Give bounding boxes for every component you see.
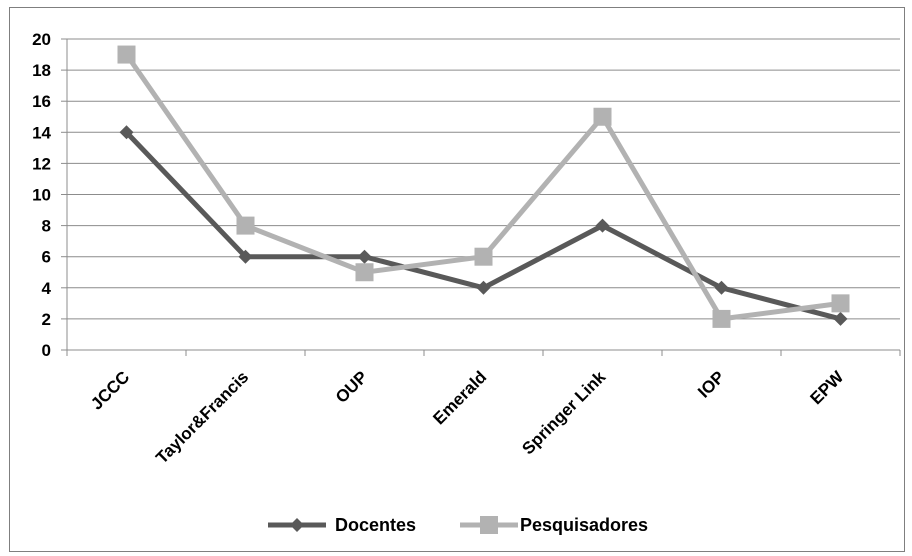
x-tick-label: JCCC	[87, 367, 133, 413]
y-tick-labels: 0 2 4 6 8 10 12 14 16 18 20	[32, 30, 51, 360]
x-tick-label: Emerald	[429, 367, 490, 428]
y-tick-label: 2	[42, 310, 51, 329]
x-tick-labels: JCCC Taylor&Francis OUP Emerald Springer Lin…	[87, 367, 848, 468]
legend: Docentes Pesquisadores	[268, 515, 648, 535]
axes	[61, 38, 901, 356]
series-point	[480, 516, 498, 534]
x-tick-label: IOP	[694, 367, 728, 401]
x-tick-label: Springer Link	[518, 367, 609, 458]
gridlines	[67, 38, 900, 320]
series-point	[119, 125, 134, 140]
series-point	[712, 309, 731, 328]
x-tick-label: Taylor&Francis	[152, 367, 252, 467]
legend-item-pesquisadores: Pesquisadores	[460, 515, 648, 535]
y-tick-label: 0	[42, 341, 51, 360]
legend-label: Pesquisadores	[520, 515, 648, 535]
y-tick-label: 12	[32, 154, 51, 173]
series-layer	[117, 45, 850, 328]
series-point	[476, 280, 491, 295]
series-point	[357, 249, 372, 264]
x-tick-label: OUP	[332, 367, 371, 406]
y-tick-label: 18	[32, 61, 51, 80]
series-point	[355, 263, 374, 282]
y-tick-label: 4	[42, 279, 52, 298]
series-point	[714, 280, 729, 295]
legend-item-docentes: Docentes	[268, 515, 416, 535]
x-tick-label: EPW	[807, 367, 848, 408]
y-tick-label: 14	[32, 123, 51, 142]
series-line	[124, 53, 841, 322]
y-tick-label: 8	[42, 217, 51, 236]
series-point	[831, 294, 850, 313]
series-point	[290, 518, 304, 532]
series-point	[474, 247, 493, 266]
series-point	[833, 311, 848, 326]
legend-label: Docentes	[335, 515, 416, 535]
series-point	[238, 249, 253, 264]
y-tick-label: 16	[32, 92, 51, 111]
y-tick-label: 6	[42, 248, 51, 267]
series-point	[595, 218, 610, 233]
y-tick-label: 20	[32, 30, 51, 49]
y-tick-label: 10	[32, 186, 51, 205]
series-pesquisadores	[117, 45, 850, 328]
series-docentes	[119, 125, 848, 326]
series-point	[117, 45, 136, 64]
series-point	[593, 107, 612, 126]
series-point	[236, 216, 255, 235]
